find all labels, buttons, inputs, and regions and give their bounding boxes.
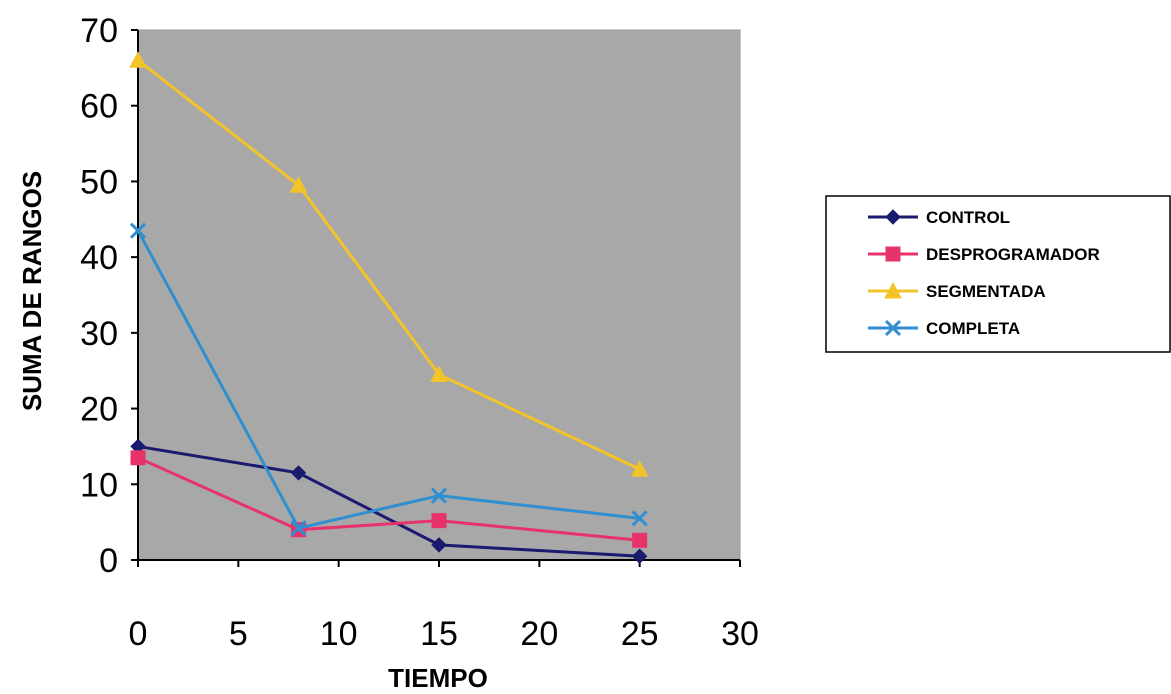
x-tick-label: 20 (520, 615, 558, 653)
data-point-control (631, 548, 648, 564)
legend-label: COMPLETA (926, 319, 1020, 338)
data-point-desprogramador (130, 450, 146, 466)
y-tick-label: 60 (80, 88, 118, 126)
legend-marker (885, 209, 901, 225)
marker-stroke (290, 520, 307, 537)
legend: CONTROL DESPROGRAMADOR SEGMENTADA COMPLETA (825, 195, 1171, 353)
x-tick-label: 0 (129, 615, 148, 653)
legend-box (825, 195, 1171, 353)
y-tick-label: 70 (80, 12, 118, 50)
data-point-control (431, 537, 447, 553)
legend-label: SEGMENTADA (926, 282, 1046, 301)
y-tick-label: 50 (80, 163, 118, 201)
legend-label: CONTROL (926, 208, 1010, 227)
data-point-segmentada (129, 51, 147, 68)
plot-area (137, 29, 741, 561)
legend-marker (884, 281, 902, 299)
marker-stroke (884, 319, 902, 337)
marker-stroke (129, 222, 147, 239)
y-tick-label: 0 (99, 542, 118, 580)
x-axis-title: TIEMPO (388, 663, 488, 693)
data-point-segmentada (430, 365, 448, 382)
marker-stroke (631, 510, 648, 527)
data-point-control (290, 465, 307, 481)
legend-marker (885, 246, 901, 262)
data-point-completa (290, 520, 307, 537)
axes: 0 10 20 30 40 50 60 70 0 5 10 15 20 25 30 (80, 12, 759, 653)
data-point-completa (129, 222, 147, 239)
marker-stroke (430, 487, 448, 504)
data-point-completa (631, 510, 648, 527)
y-tick-label: 40 (80, 239, 118, 277)
x-tick-label: 25 (621, 615, 659, 653)
legend-label: DESPROGRAMADOR (926, 245, 1100, 264)
data-point-segmentada (289, 176, 308, 193)
y-tick-label: 30 (80, 315, 118, 353)
x-tick-label: 10 (320, 615, 358, 653)
series-line-control (137, 444, 640, 558)
plot-background (137, 29, 741, 561)
x-tick-label: 15 (420, 615, 458, 653)
y-axis-title: SUMA DE RANGOS (17, 171, 47, 411)
data-point-desprogramador (632, 532, 648, 548)
data-point-segmentada (630, 460, 649, 477)
series-line-desprogramador (137, 456, 640, 542)
legend-marker (884, 319, 902, 337)
series-line-segmentada (137, 59, 641, 471)
y-tick-label: 20 (80, 391, 118, 429)
data-point-desprogramador (431, 513, 447, 529)
x-tick-label: 30 (721, 615, 759, 653)
x-tick-label: 5 (229, 615, 248, 653)
series-group (129, 51, 649, 564)
series-line-completa (136, 229, 640, 530)
data-point-completa (430, 487, 448, 504)
y-tick-label: 10 (80, 466, 118, 504)
